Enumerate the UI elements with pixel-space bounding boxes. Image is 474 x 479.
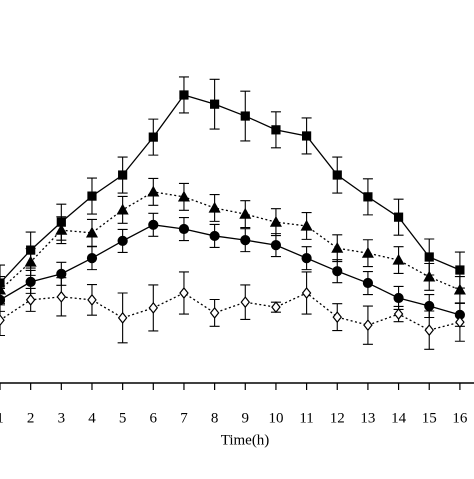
x-tick-label: 2 <box>27 410 35 426</box>
marker <box>363 319 373 332</box>
marker <box>392 253 405 265</box>
marker <box>240 111 250 121</box>
marker <box>148 219 159 230</box>
series-line <box>0 224 461 316</box>
series-line <box>0 292 461 331</box>
marker <box>300 219 313 231</box>
marker <box>269 215 282 227</box>
series-line <box>0 94 461 284</box>
marker <box>271 301 281 314</box>
marker <box>86 253 98 264</box>
x-tick-label: 3 <box>58 410 66 426</box>
marker <box>85 226 98 238</box>
x-tick-label: 15 <box>422 410 437 426</box>
marker <box>177 190 190 202</box>
marker <box>25 276 36 287</box>
x-tick-label: 10 <box>268 410 283 426</box>
marker <box>301 131 312 141</box>
error-bar <box>0 304 5 337</box>
marker <box>87 191 97 201</box>
marker <box>56 290 67 303</box>
marker <box>0 278 5 288</box>
marker <box>362 277 374 289</box>
marker <box>240 296 251 309</box>
marker <box>332 266 343 277</box>
marker <box>178 223 190 235</box>
marker <box>56 268 67 279</box>
marker <box>116 203 129 215</box>
x-tick-label: 7 <box>180 410 188 426</box>
marker <box>332 170 342 180</box>
series-line <box>0 191 461 291</box>
marker <box>453 283 466 295</box>
marker <box>301 287 312 299</box>
marker <box>423 270 436 282</box>
marker <box>208 201 221 213</box>
marker <box>179 90 189 100</box>
x-tick-label: 5 <box>119 410 127 426</box>
x-tick-label: 12 <box>330 410 345 426</box>
marker <box>118 170 128 180</box>
marker <box>87 293 97 306</box>
marker <box>455 316 465 329</box>
x-tick-label: 6 <box>150 410 158 426</box>
marker <box>55 223 68 235</box>
x-tick-label: 9 <box>242 410 250 426</box>
marker <box>148 132 158 142</box>
marker <box>301 253 312 264</box>
marker <box>0 283 7 295</box>
x-tick-label: 13 <box>360 410 375 426</box>
marker <box>393 212 404 222</box>
marker <box>117 235 128 247</box>
marker <box>147 185 160 197</box>
x-tick-label: 11 <box>299 410 313 426</box>
marker <box>271 125 281 135</box>
marker <box>424 252 434 262</box>
marker <box>424 300 435 312</box>
marker <box>25 293 36 306</box>
marker <box>179 287 189 299</box>
marker <box>270 240 282 251</box>
marker <box>393 292 404 304</box>
x-tick-label: 8 <box>211 410 219 426</box>
marker <box>24 255 37 267</box>
x-axis-label: Time(h) <box>221 432 270 448</box>
marker <box>363 192 373 202</box>
marker <box>455 265 465 275</box>
marker <box>332 311 343 324</box>
x-tick-label: 16 <box>452 410 468 426</box>
marker <box>0 314 5 327</box>
marker <box>424 324 435 337</box>
marker <box>117 311 128 324</box>
x-tick-label: 1 <box>0 410 4 426</box>
error-bar <box>0 287 5 312</box>
marker <box>240 235 251 246</box>
marker <box>148 301 159 314</box>
marker <box>210 99 220 109</box>
x-tick-label: 14 <box>391 410 407 426</box>
marker <box>209 230 220 242</box>
marker <box>331 241 344 253</box>
marker <box>209 306 220 319</box>
marker <box>0 294 6 305</box>
marker <box>239 207 252 219</box>
marker <box>361 246 374 258</box>
marker <box>393 308 404 321</box>
x-tick-label: 4 <box>88 410 96 426</box>
